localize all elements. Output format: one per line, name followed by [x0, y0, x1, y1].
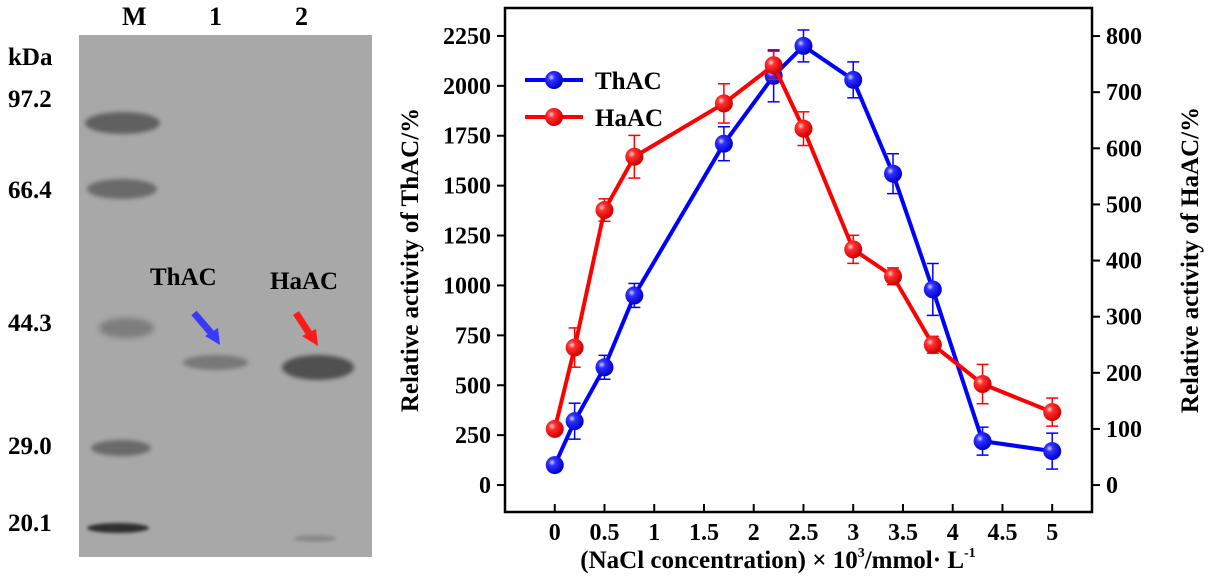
x-axis-label-sup2: -1: [964, 546, 976, 561]
legend-label-thac: ThAC: [595, 68, 662, 95]
series-line-thac: [552, 43, 1053, 466]
gel-image: [79, 35, 372, 557]
data-point-thac: [714, 134, 733, 153]
haac-band: [282, 355, 354, 380]
x-tick-label: 1.5: [689, 520, 719, 546]
kda-unit-label: kDa: [8, 44, 53, 71]
y-tick-label-right: 800: [1106, 24, 1142, 50]
x-tick-label: 1: [648, 520, 660, 546]
y-axis-label-right: Relative activity of HaAC/%: [1177, 107, 1204, 413]
x-tick-label: 0.5: [589, 520, 619, 546]
x-tick-label: 2.5: [788, 520, 818, 546]
marker-band-20: [87, 523, 149, 533]
data-point-haac: [794, 119, 813, 138]
data-point-haac: [764, 56, 783, 75]
x-tick-label: 3.5: [888, 520, 918, 546]
data-point-thac: [973, 432, 992, 451]
data-point-haac: [595, 201, 614, 220]
axes: 0 0.5 1 1.5 2 2.5 3 3.5 4 4.5 50250500750100012501…: [443, 24, 1142, 546]
haac-band-label: HaAC: [270, 268, 339, 295]
x-tick-label: 0: [549, 520, 561, 546]
data-point-thac: [595, 358, 614, 377]
x-tick-label: 5: [1046, 520, 1058, 546]
legend-marker-thac: [545, 71, 563, 89]
legend-marker-haac: [545, 108, 563, 126]
y-tick-label-left: 750: [455, 323, 491, 349]
y-tick-label-right: 200: [1106, 361, 1142, 387]
y-tick-label-left: 2250: [443, 24, 491, 50]
data-point-thac: [545, 456, 564, 475]
marker-band-66: [87, 179, 157, 199]
x-axis-label-sup1: 3: [858, 546, 865, 561]
marker-label-20: 20.1: [8, 510, 52, 537]
marker-band-29: [91, 440, 151, 456]
y-axis-label-left: Relative activity of ThAC/%: [397, 108, 424, 412]
lane-label-1: 1: [209, 2, 222, 31]
y-tick-label-left: 500: [455, 373, 491, 399]
data-point-thac: [844, 70, 863, 89]
lane-label-2: 2: [295, 2, 308, 31]
marker-label-44: 44.3: [8, 310, 52, 337]
x-axis-label: (NaCl concentration) × 103/mmol· L-1: [580, 546, 975, 574]
marker-label-97: 97.2: [8, 86, 52, 113]
marker-label-66: 66.4: [8, 177, 52, 204]
y-tick-label-right: 0: [1106, 473, 1118, 499]
red-arrow-icon: [293, 311, 318, 346]
thac-band-label: ThAC: [150, 264, 217, 291]
y-tick-label-right: 700: [1106, 80, 1142, 106]
data-point-haac: [714, 94, 733, 113]
marker-band-97: [85, 112, 160, 134]
data-point-thac: [625, 286, 644, 305]
data-point-haac: [565, 338, 584, 357]
series-haac: [545, 50, 1062, 438]
data-point-haac: [923, 335, 942, 354]
legend: ThAC HaAC: [525, 68, 663, 132]
y-tick-label-right: 600: [1106, 136, 1142, 162]
y-tick-label-left: 0: [479, 473, 491, 499]
lane2-faint-band: [294, 535, 336, 542]
sds-page-gel-panel: M 1 2 kDa 97.2 66.4 44.3 29.0 20.1 ThAC …: [0, 0, 390, 580]
x-tick-label: 3: [847, 520, 859, 546]
y-tick-label-right: 300: [1106, 305, 1142, 331]
data-point-haac: [1043, 403, 1062, 422]
x-tick-label: 4.5: [987, 520, 1017, 546]
y-tick-label-left: 1500: [443, 174, 491, 200]
y-tick-label-left: 1750: [443, 124, 491, 150]
y-tick-label-left: 2000: [443, 74, 491, 100]
data-point-haac: [844, 240, 863, 259]
marker-label-29: 29.0: [8, 433, 52, 460]
lane-label-m: M: [122, 2, 147, 31]
x-axis-label-mid: /mmol· L: [864, 547, 964, 574]
legend-label-haac: HaAC: [595, 105, 663, 132]
data-point-haac: [625, 147, 644, 166]
series-line-haac: [552, 62, 1053, 430]
x-axis-label-main: (NaCl concentration) × 10: [580, 547, 857, 574]
data-point-thac: [1043, 442, 1062, 461]
y-tick-label-right: 400: [1106, 249, 1142, 275]
data-point-haac: [884, 267, 903, 286]
y-tick-label-left: 1000: [443, 273, 491, 299]
salt-activity-chart: 0 0.5 1 1.5 2 2.5 3 3.5 4 4.5 50250500750100012501…: [397, 6, 1204, 574]
series-thac: [545, 29, 1062, 475]
blue-arrow-icon: [191, 310, 220, 345]
thac-band: [183, 355, 248, 370]
y-tick-label-left: 1250: [443, 224, 491, 250]
gel-arrows: [191, 310, 318, 346]
marker-band-44: [99, 318, 154, 338]
data-point-thac: [794, 36, 813, 55]
x-tick-label: 2: [748, 520, 760, 546]
data-point-thac: [565, 412, 584, 431]
y-tick-label-right: 100: [1106, 417, 1142, 443]
data-point-haac: [973, 375, 992, 394]
series-layer: [545, 29, 1062, 475]
y-tick-label-right: 500: [1106, 192, 1142, 218]
data-point-thac: [923, 280, 942, 299]
data-point-thac: [884, 164, 903, 183]
x-tick-label: 4: [947, 520, 959, 546]
y-tick-label-left: 250: [455, 423, 491, 449]
data-point-haac: [545, 419, 564, 438]
